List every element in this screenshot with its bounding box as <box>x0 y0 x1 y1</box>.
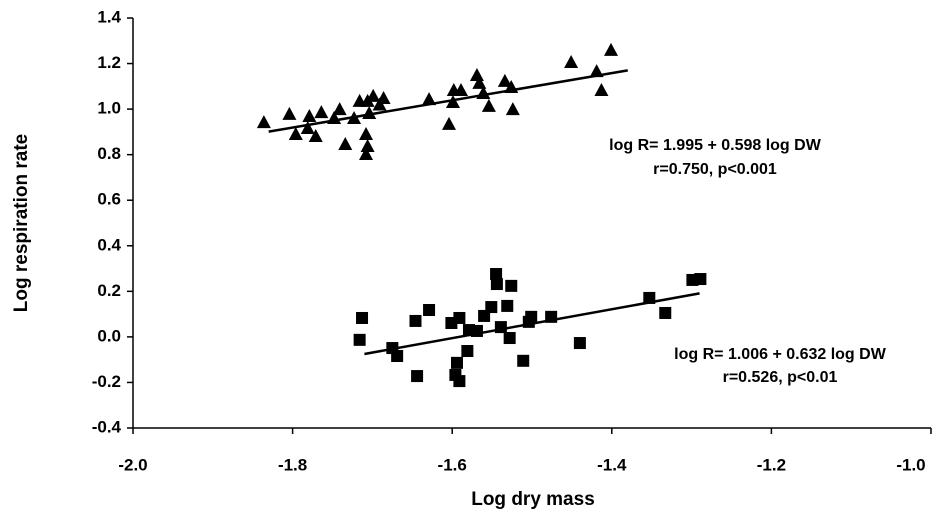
triangle-point <box>453 82 468 96</box>
annotation: log R= 1.006 + 0.632 log DW <box>674 346 887 363</box>
triangle-point <box>366 88 381 102</box>
triangle-point <box>422 92 437 106</box>
triangle-point <box>288 126 303 140</box>
triangle-point <box>359 126 374 140</box>
square-point <box>501 299 514 312</box>
triangle-point <box>282 106 297 120</box>
triangle-point <box>604 42 619 56</box>
triangle-point <box>445 95 460 109</box>
square-point <box>485 301 498 314</box>
square-point <box>490 278 503 291</box>
triangle-point <box>314 105 329 119</box>
fit-line <box>364 292 700 356</box>
square-point <box>411 370 424 383</box>
triangle-point <box>359 146 374 160</box>
square-point <box>505 279 518 292</box>
x-tick-label: -1.8 <box>278 455 307 474</box>
triangle-point <box>469 67 484 81</box>
triangle-point <box>481 98 496 112</box>
x-axis-label: Log dry mass <box>471 489 595 510</box>
square-point <box>356 311 369 324</box>
y-tick-label: -0.4 <box>92 417 122 436</box>
square-point <box>423 304 436 317</box>
y-tick-label: 1.0 <box>97 99 121 118</box>
annotation: r=0.750, p<0.001 <box>653 161 777 178</box>
annotation: log R= 1.995 + 0.598 log DW <box>609 137 822 154</box>
fit-line <box>268 69 628 133</box>
y-tick-label: -0.2 <box>92 372 121 391</box>
y-tick-label: 0.6 <box>97 190 121 209</box>
triangle-point <box>564 54 579 68</box>
y-tick-label: 0.2 <box>97 281 121 300</box>
x-tick-label: -1.6 <box>438 455 467 474</box>
square-point <box>659 306 672 319</box>
triangle-point <box>360 139 375 153</box>
square-point <box>453 375 466 388</box>
triangle-point <box>594 82 609 96</box>
annotation: r=0.526, p<0.01 <box>723 369 838 386</box>
square-point <box>461 345 474 358</box>
triangle-point <box>372 97 387 111</box>
triangle-point <box>497 73 512 87</box>
triangle-point <box>376 90 391 104</box>
triangle-point <box>302 108 317 122</box>
triangle-point <box>442 116 457 130</box>
triangle-point <box>308 128 323 142</box>
square-point <box>353 333 366 346</box>
x-tick-label: -1.2 <box>757 455 786 474</box>
square-point <box>490 268 503 281</box>
square-point <box>503 332 516 345</box>
triangle-point <box>256 115 271 129</box>
x-tick-label: -1.0 <box>896 455 925 474</box>
triangle-point <box>338 136 353 150</box>
y-axis-label: Log respiration rate <box>11 134 32 312</box>
square-point <box>409 314 422 327</box>
square-point <box>525 310 538 323</box>
y-tick-label: 0.0 <box>97 326 121 345</box>
triangle-point <box>300 121 315 135</box>
square-point <box>517 354 530 367</box>
y-tick-label: 0.4 <box>97 235 121 254</box>
triangle-point <box>472 75 487 89</box>
y-tick-label: 1.4 <box>97 7 121 26</box>
triangle-point <box>589 64 604 78</box>
square-point <box>453 311 466 324</box>
triangle-point <box>332 102 347 116</box>
y-tick-label: 1.2 <box>97 53 121 72</box>
x-tick-label: -1.4 <box>597 455 627 474</box>
square-point <box>450 356 463 369</box>
square-point <box>694 273 707 286</box>
square-point <box>391 350 404 363</box>
y-tick-label: 0.8 <box>97 144 121 163</box>
triangle-point <box>505 102 520 116</box>
square-point <box>573 337 586 350</box>
x-tick-label: -2.0 <box>118 455 147 474</box>
